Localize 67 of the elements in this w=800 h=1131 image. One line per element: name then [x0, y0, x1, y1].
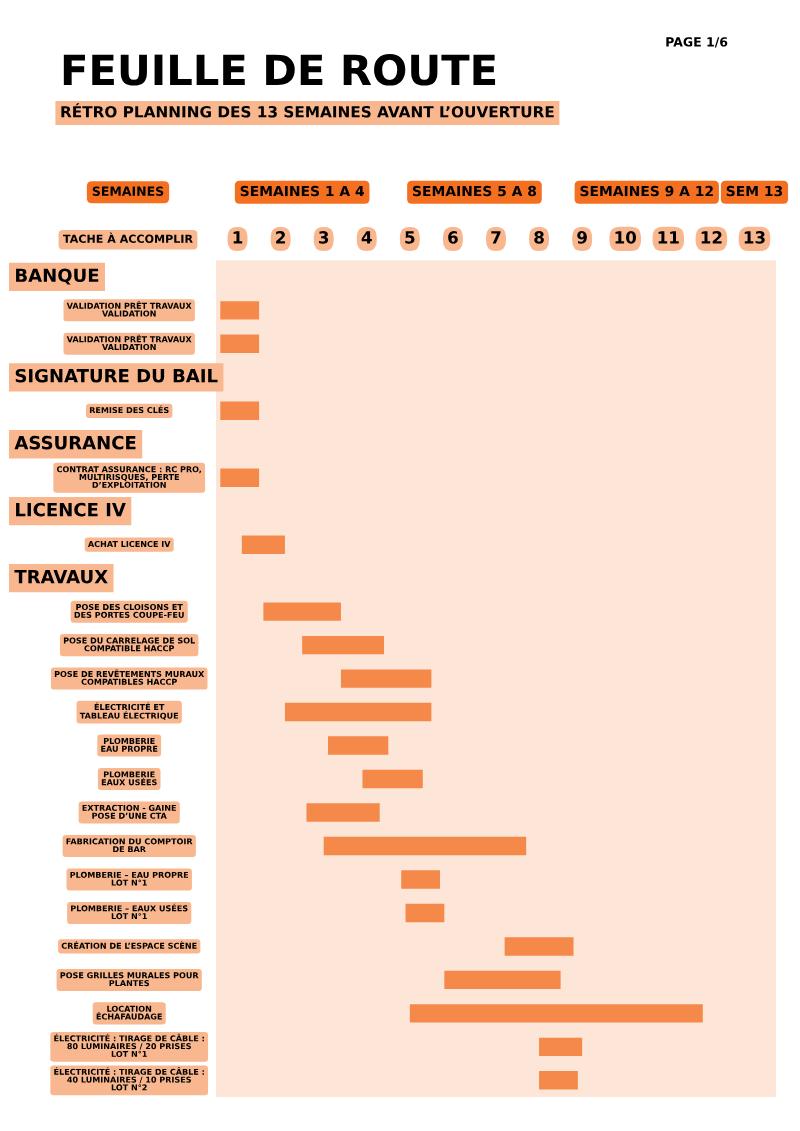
y-tick-label: POSE DU CARRELAGE DE SOL COMPATIBLE HACCP	[63, 637, 195, 652]
bar	[323, 836, 527, 856]
y-tick-label: PLOMBERIE – EAUX USÉES LOT N°1	[71, 903, 188, 920]
x2-axis-title: SEMAINES	[92, 186, 164, 196]
x-tick-label: 5	[405, 231, 415, 244]
text: SEMAINES 5 A 8	[413, 185, 537, 197]
bar	[362, 769, 423, 789]
bar	[444, 970, 561, 990]
y-tick-label: PLOMBERIE – EAU PROPRE LOT N°1	[70, 871, 189, 886]
x-tick-label: 12	[701, 231, 722, 244]
x-tick-label: 3	[319, 231, 329, 244]
x-tick-label: 13	[744, 231, 765, 244]
annotation: SIGNATURE DU BAIL	[15, 368, 218, 383]
bar	[401, 870, 440, 889]
y-tick-label: POSE GRILLES MURALES POUR PLANTES	[60, 972, 199, 987]
text: SEMAINES 9 A 12	[580, 185, 713, 197]
y-tick-label: CRÉATION DE L’ESPACE SCÈNE	[61, 941, 197, 949]
text: ASSURANCE	[14, 435, 136, 450]
bar	[504, 937, 574, 956]
bar	[220, 334, 260, 354]
x-tick-label: 8	[534, 231, 544, 244]
y-tick-label: REMISE DES CLÉS	[89, 405, 169, 414]
chart-subtitle: RÉTRO PLANNING DES 13 SEMAINES AVANT L’OUVERTURE	[61, 103, 554, 118]
text: LICENCE IV	[16, 502, 126, 517]
bar	[340, 669, 432, 688]
y-tick-label: POSE DE REVÊTEMENTS MURAUX COMPATIBLES HACCP	[54, 669, 205, 685]
x-axis-title: TACHE À ACCOMPLIR	[63, 232, 193, 243]
bar	[263, 602, 341, 621]
text: BANQUE	[16, 268, 99, 285]
text: TRAVAUX	[14, 569, 108, 584]
bar	[302, 635, 384, 655]
bar	[220, 468, 260, 487]
x-tick-label: 10	[615, 231, 637, 244]
y-tick-label: POSE DES CLOISONS ET DES PORTES COUPE-FEU	[74, 603, 184, 618]
bar	[539, 1071, 578, 1090]
y-tick-label: FABRICATION DU COMPTOIR DE BAR	[66, 838, 193, 853]
x-tick-label: 6	[448, 231, 458, 244]
x-tick-label: 9	[577, 231, 587, 244]
x-tick-label: 4	[361, 231, 372, 244]
y-tick-label: PLOMBERIE EAU PROPRE	[101, 737, 158, 752]
chart-title: FEUILLE DE ROUTE	[63, 54, 496, 86]
text: SEMAINES 1 A 4	[240, 185, 364, 197]
bar	[409, 1004, 703, 1023]
y-tick-label: VALIDATION PRÊT TRAVAUX VALIDATION	[66, 334, 192, 351]
y-tick-label: ÉLECTRICITÉ : TIRAGE DE CÂBLE : 40 LUMINAIRES / 10 PRISES LOT N°2	[54, 1067, 204, 1091]
bar	[220, 401, 260, 420]
x-tick-label: 1	[233, 231, 243, 244]
y-tick-label: ACHAT LICENCE IV	[87, 540, 171, 548]
bar	[539, 1037, 583, 1057]
y-tick-label: EXTRACTION - GAINE POSE D’UNE CTA	[82, 804, 176, 819]
bar	[284, 702, 432, 722]
y-tick-label: PLOMBERIE EAUX USÉES	[101, 771, 157, 786]
y-tick-label: VALIDATION PRÊT TRAVAUX VALIDATION	[66, 301, 192, 317]
y-tick-label: LOCATION ÉCHAFAUDAGE	[96, 1005, 162, 1020]
bar	[405, 903, 445, 923]
bar	[241, 535, 285, 554]
bar	[328, 736, 389, 755]
x-tick-label: 7	[491, 231, 501, 244]
bar	[220, 301, 260, 320]
x-tick-label: 2	[276, 231, 285, 244]
bar	[306, 803, 380, 822]
text: PAGE 1/6	[666, 37, 728, 48]
text: SEM 13	[726, 185, 783, 197]
y-tick-label: ÉLECTRICITÉ : TIRAGE DE CÂBLE : 80 LUMINAIRES / 20 PRISES LOT N°1	[54, 1033, 204, 1057]
x-tick-label: 11	[658, 231, 679, 244]
y-tick-label: CONTRAT ASSURANCE : RC PRO, MULTIRISQUES, PERTE D’EXPLOITATION	[56, 466, 202, 488]
y-tick-label: ÉLECTRICITÉ ET TABLEAU ÉLECTRIQUE	[79, 702, 179, 720]
